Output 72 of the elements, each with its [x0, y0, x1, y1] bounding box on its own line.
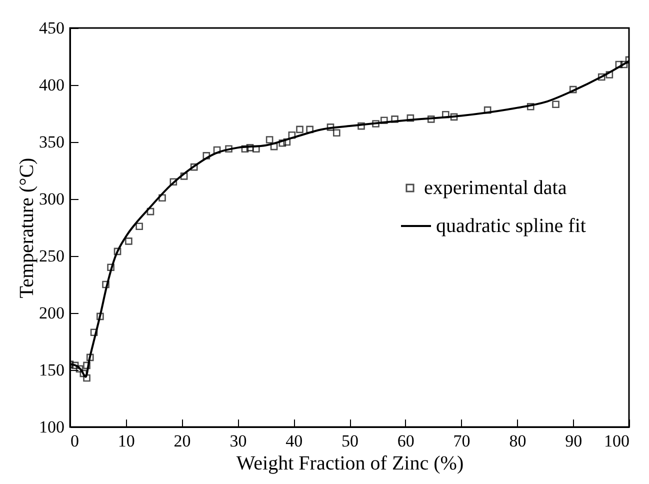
y-tick-label: 400: [39, 76, 64, 94]
point: [427, 116, 435, 123]
x-tick-label: 30: [230, 432, 247, 450]
x-tick-label: 10: [118, 432, 135, 450]
point: [306, 126, 314, 134]
point: [158, 194, 166, 202]
y-axis-title: Temperature (°C): [16, 158, 38, 298]
x-tick-label: 80: [509, 432, 526, 450]
point: [202, 152, 210, 160]
x-axis-title: Weight Fraction of Zinc (%): [236, 452, 464, 474]
point: [170, 178, 178, 186]
point: [266, 136, 274, 144]
x-tick-label: 100: [604, 432, 630, 450]
x-tick-label: 60: [397, 432, 414, 450]
point: [96, 312, 104, 320]
x-tick-label: 90: [565, 432, 582, 450]
point: [136, 222, 143, 230]
point: [90, 328, 98, 336]
point: [180, 172, 188, 180]
point: [615, 60, 623, 68]
legend-label: quadratic spline fit: [436, 215, 586, 237]
point: [83, 374, 90, 382]
point: [552, 100, 560, 108]
point: [326, 124, 334, 131]
point: [225, 145, 232, 152]
point: [569, 86, 577, 94]
point: [391, 116, 398, 123]
point: [598, 73, 606, 81]
point: [83, 362, 90, 370]
y-tick-label: 350: [39, 132, 64, 152]
point: [76, 365, 84, 373]
x-tick-label: 50: [342, 432, 358, 450]
point: [442, 110, 450, 118]
legend-label: experimental data: [424, 177, 567, 199]
point: [71, 362, 79, 370]
point: [80, 370, 88, 378]
point: [484, 106, 492, 114]
point: [606, 71, 614, 78]
point: [241, 145, 249, 152]
point: [252, 145, 260, 152]
x-tick-label: 70: [453, 432, 470, 450]
x-tick-label: 0: [70, 432, 79, 450]
point: [372, 120, 380, 128]
y-tick-label: 300: [39, 190, 64, 208]
point: [450, 113, 458, 121]
point: [102, 280, 110, 288]
point: [86, 354, 94, 362]
point: [107, 264, 114, 272]
point: [278, 139, 286, 147]
y-tick-label: 450: [39, 18, 64, 38]
point: [246, 144, 254, 152]
point: [358, 122, 365, 130]
y-tick-label: 200: [39, 304, 64, 322]
point: [406, 114, 414, 122]
x-tick-label: 20: [174, 432, 191, 450]
point: [526, 103, 534, 110]
point: [213, 146, 221, 154]
point: [620, 60, 628, 68]
y-tick-label: 100: [39, 418, 64, 436]
point: [380, 116, 388, 124]
point: [288, 132, 296, 139]
y-tick-label: 250: [39, 246, 64, 266]
point: [296, 126, 304, 134]
x-tick-label: 40: [286, 432, 303, 450]
point: [125, 238, 132, 245]
point: [190, 163, 198, 171]
y-tick-label: 150: [39, 360, 64, 380]
point: [146, 208, 154, 216]
point: [114, 248, 122, 256]
point: [270, 142, 278, 150]
point: [283, 138, 291, 146]
point: [332, 129, 340, 137]
